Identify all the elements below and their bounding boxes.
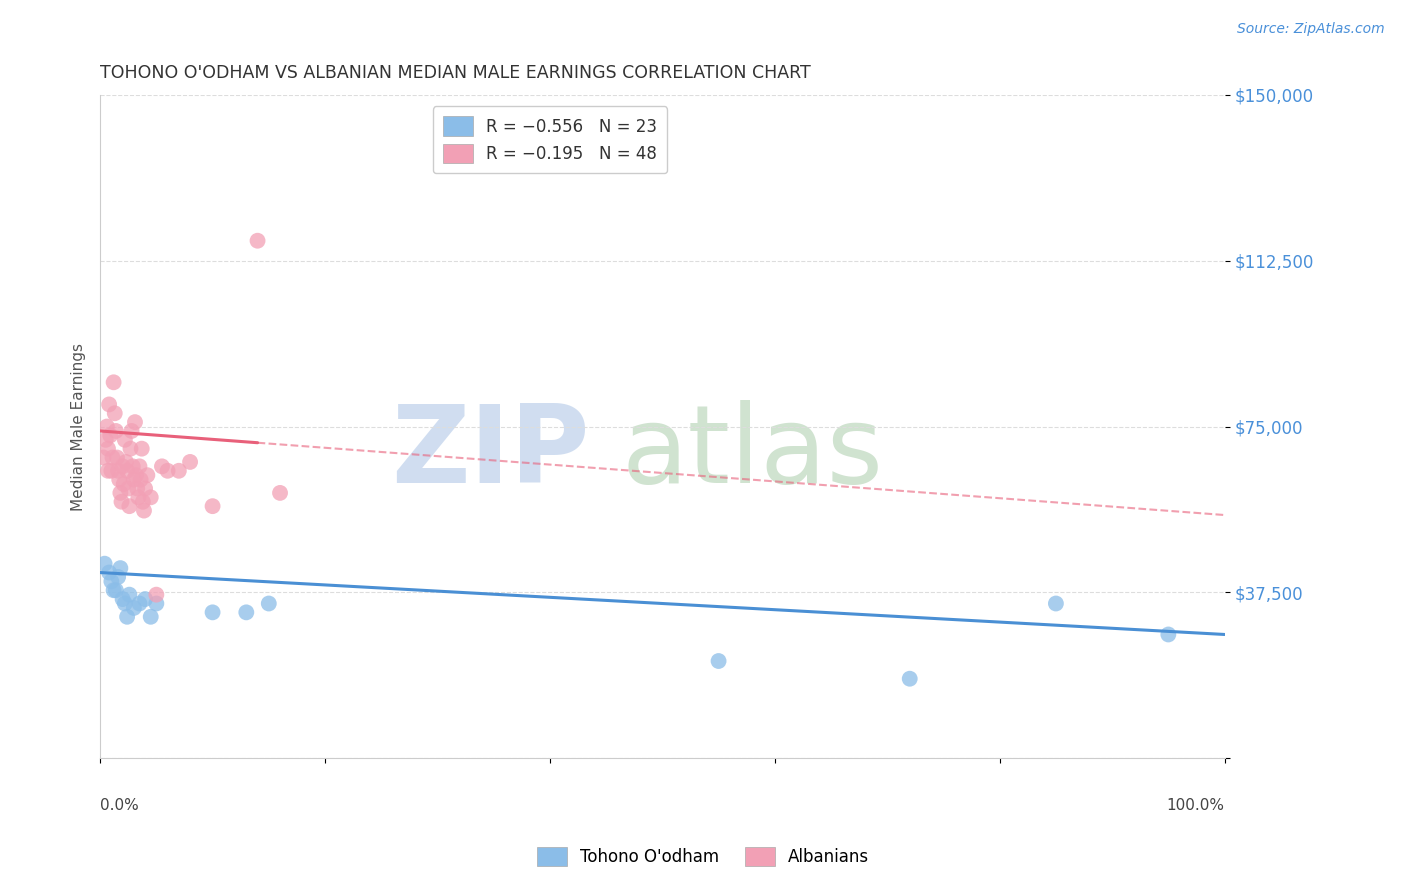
Point: [898, 672, 921, 686]
Point: [93, 557, 115, 571]
Text: Source: ZipAtlas.com: Source: ZipAtlas.com: [1237, 22, 1385, 37]
Point: [131, 442, 153, 456]
Point: [201, 605, 224, 619]
Point: [117, 482, 139, 496]
Point: [269, 486, 291, 500]
Point: [179, 455, 201, 469]
Point: [201, 499, 224, 513]
Point: [125, 468, 148, 483]
Text: ZIP: ZIP: [391, 401, 589, 506]
Point: [134, 592, 156, 607]
Point: [107, 570, 129, 584]
Point: [128, 459, 150, 474]
Point: [107, 464, 129, 478]
Y-axis label: Median Male Earnings: Median Male Earnings: [72, 343, 86, 510]
Point: [120, 442, 142, 456]
Point: [104, 583, 127, 598]
Point: [129, 473, 152, 487]
Text: atlas: atlas: [621, 401, 883, 506]
Point: [115, 464, 138, 478]
Point: [139, 609, 162, 624]
Point: [98, 566, 121, 580]
Point: [128, 597, 150, 611]
Point: [115, 455, 138, 469]
Point: [97, 464, 120, 478]
Point: [93, 450, 115, 465]
Point: [105, 450, 128, 465]
Point: [132, 503, 155, 517]
Point: [110, 561, 132, 575]
Point: [136, 468, 159, 483]
Text: 0.0%: 0.0%: [100, 798, 139, 814]
Point: [145, 588, 167, 602]
Point: [110, 486, 132, 500]
Point: [246, 234, 269, 248]
Point: [108, 473, 131, 487]
Point: [118, 499, 141, 513]
Point: [132, 494, 155, 508]
Point: [150, 459, 173, 474]
Point: [134, 482, 156, 496]
Point: [104, 424, 127, 438]
Point: [127, 482, 149, 496]
Point: [114, 597, 136, 611]
Point: [235, 605, 257, 619]
Point: [104, 406, 127, 420]
Point: [122, 473, 145, 487]
Point: [257, 597, 280, 611]
Point: [139, 491, 162, 505]
Point: [94, 433, 117, 447]
Legend: R = −0.556   N = 23, R = −0.195   N = 48: R = −0.556 N = 23, R = −0.195 N = 48: [433, 106, 666, 173]
Point: [98, 428, 121, 442]
Point: [707, 654, 730, 668]
Point: [100, 464, 122, 478]
Point: [101, 450, 124, 465]
Point: [98, 397, 121, 411]
Point: [121, 424, 143, 438]
Point: [111, 459, 134, 474]
Point: [118, 588, 141, 602]
Point: [96, 419, 118, 434]
Text: TOHONO O'ODHAM VS ALBANIAN MEDIAN MALE EARNINGS CORRELATION CHART: TOHONO O'ODHAM VS ALBANIAN MEDIAN MALE E…: [100, 64, 811, 82]
Point: [127, 491, 149, 505]
Point: [1157, 627, 1180, 641]
Point: [100, 574, 122, 589]
Point: [167, 464, 190, 478]
Point: [103, 583, 125, 598]
Legend: Tohono O'odham, Albanians: Tohono O'odham, Albanians: [530, 840, 876, 873]
Point: [145, 597, 167, 611]
Point: [121, 459, 143, 474]
Point: [97, 442, 120, 456]
Point: [156, 464, 179, 478]
Text: 100.0%: 100.0%: [1167, 798, 1225, 814]
Point: [122, 601, 145, 615]
Point: [111, 592, 134, 607]
Point: [115, 609, 138, 624]
Point: [1045, 597, 1067, 611]
Point: [103, 376, 125, 390]
Point: [124, 415, 146, 429]
Point: [112, 477, 135, 491]
Point: [110, 494, 132, 508]
Point: [114, 433, 136, 447]
